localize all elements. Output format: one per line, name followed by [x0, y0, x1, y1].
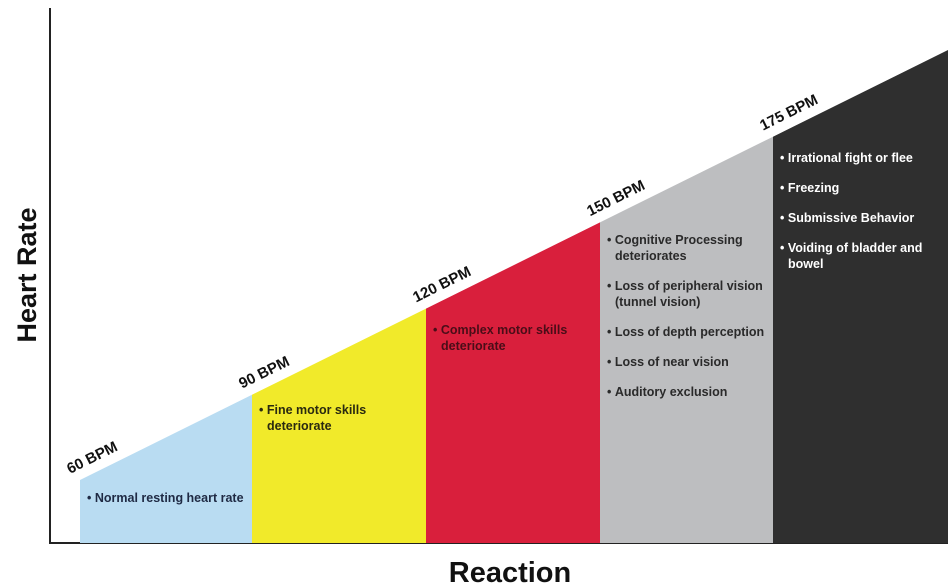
zone-item: Fine motor skills deteriorate — [257, 402, 419, 434]
zone-item: Loss of depth perception — [605, 324, 767, 340]
zone-item: Complex motor skills deteriorate — [431, 322, 593, 354]
x-axis-label: Reaction — [449, 557, 571, 588]
zone — [80, 394, 252, 543]
zone-item: Loss of peripheral vision (tunnel vision… — [605, 278, 767, 310]
zone-items: Irrational fight or flee Freezing Submissi… — [778, 150, 940, 272]
zone — [426, 222, 600, 544]
y-axis-label: Heart Rate — [12, 207, 42, 342]
zone-item: Freezing — [778, 180, 940, 196]
zone-items: Cognitive Processing deteriorates Loss of… — [605, 232, 767, 400]
zone-item: Cognitive Processing deteriorates — [605, 232, 767, 264]
zone — [773, 50, 948, 543]
zone-item: Irrational fight or flee — [778, 150, 940, 166]
zone-item: Loss of near vision — [605, 354, 767, 370]
zone-item: Auditory exclusion — [605, 384, 767, 400]
zone-item: Submissive Behavior — [778, 210, 940, 226]
zone-items: Complex motor skills deteriorate — [431, 322, 593, 354]
zone-items: Normal resting heart rate — [85, 490, 247, 506]
zone-item: Normal resting heart rate — [85, 490, 247, 506]
zone-items: Fine motor skills deteriorate — [257, 402, 419, 434]
zone-item: Voiding of bladder and bowel — [778, 240, 940, 272]
